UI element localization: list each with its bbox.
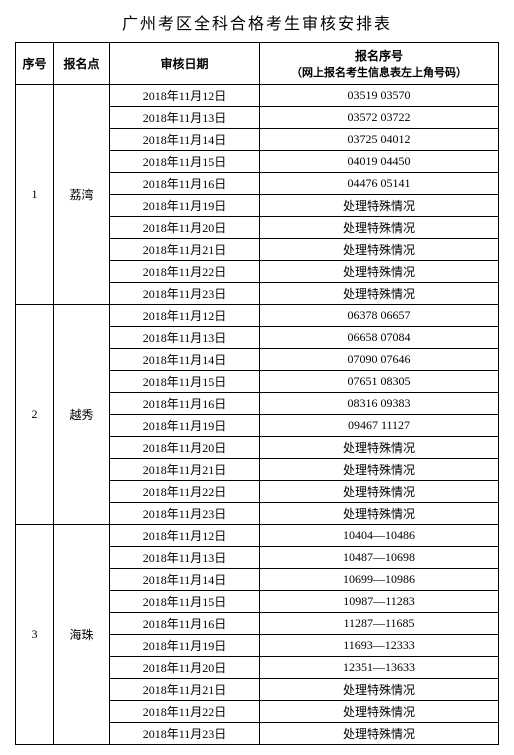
cell-number: 处理特殊情况	[260, 459, 499, 481]
cell-date: 2018年11月16日	[110, 173, 260, 195]
table-row: 3海珠2018年11月12日10404—10486	[16, 525, 499, 547]
cell-number: 09467 11127	[260, 415, 499, 437]
cell-number: 11693—12333	[260, 635, 499, 657]
header-number-sub: （网上报名考生信息表左上角号码）	[262, 64, 496, 80]
cell-number: 处理特殊情况	[260, 239, 499, 261]
cell-seq: 2	[16, 305, 54, 525]
cell-number: 03572 03722	[260, 107, 499, 129]
cell-number: 06658 07084	[260, 327, 499, 349]
header-date: 审核日期	[110, 43, 260, 85]
cell-date: 2018年11月13日	[110, 547, 260, 569]
cell-date: 2018年11月15日	[110, 371, 260, 393]
cell-number: 06378 06657	[260, 305, 499, 327]
cell-date: 2018年11月22日	[110, 701, 260, 723]
cell-date: 2018年11月23日	[110, 723, 260, 745]
cell-date: 2018年11月20日	[110, 657, 260, 679]
cell-date: 2018年11月12日	[110, 85, 260, 107]
cell-number: 07651 08305	[260, 371, 499, 393]
cell-number: 07090 07646	[260, 349, 499, 371]
header-seq: 序号	[16, 43, 54, 85]
table-row: 1荔湾2018年11月12日03519 03570	[16, 85, 499, 107]
cell-number: 04019 04450	[260, 151, 499, 173]
header-number-main: 报名序号	[262, 47, 496, 64]
cell-number: 11287—11685	[260, 613, 499, 635]
cell-number: 10987—11283	[260, 591, 499, 613]
cell-date: 2018年11月16日	[110, 613, 260, 635]
cell-number: 处理特殊情况	[260, 723, 499, 745]
cell-date: 2018年11月22日	[110, 481, 260, 503]
header-number: 报名序号 （网上报名考生信息表左上角号码）	[260, 43, 499, 85]
table-row: 2越秀2018年11月12日06378 06657	[16, 305, 499, 327]
cell-number: 处理特殊情况	[260, 701, 499, 723]
cell-number: 处理特殊情况	[260, 261, 499, 283]
cell-number: 04476 05141	[260, 173, 499, 195]
cell-date: 2018年11月14日	[110, 349, 260, 371]
cell-date: 2018年11月21日	[110, 239, 260, 261]
cell-date: 2018年11月14日	[110, 569, 260, 591]
cell-date: 2018年11月22日	[110, 261, 260, 283]
cell-number: 10487—10698	[260, 547, 499, 569]
header-location: 报名点	[54, 43, 110, 85]
cell-number: 10699—10986	[260, 569, 499, 591]
cell-number: 12351—13633	[260, 657, 499, 679]
cell-date: 2018年11月20日	[110, 437, 260, 459]
page-title: 广州考区全科合格考生审核安排表	[15, 10, 499, 34]
cell-location: 越秀	[54, 305, 110, 525]
cell-number: 处理特殊情况	[260, 217, 499, 239]
cell-date: 2018年11月13日	[110, 107, 260, 129]
cell-number: 10404—10486	[260, 525, 499, 547]
cell-number: 03725 04012	[260, 129, 499, 151]
cell-number: 08316 09383	[260, 393, 499, 415]
cell-number: 03519 03570	[260, 85, 499, 107]
cell-date: 2018年11月19日	[110, 195, 260, 217]
cell-date: 2018年11月15日	[110, 591, 260, 613]
cell-number: 处理特殊情况	[260, 437, 499, 459]
cell-date: 2018年11月12日	[110, 525, 260, 547]
cell-date: 2018年11月19日	[110, 635, 260, 657]
cell-seq: 1	[16, 85, 54, 305]
cell-date: 2018年11月12日	[110, 305, 260, 327]
cell-location: 海珠	[54, 525, 110, 745]
cell-date: 2018年11月19日	[110, 415, 260, 437]
cell-number: 处理特殊情况	[260, 503, 499, 525]
cell-date: 2018年11月16日	[110, 393, 260, 415]
cell-number: 处理特殊情况	[260, 283, 499, 305]
schedule-table: 序号 报名点 审核日期 报名序号 （网上报名考生信息表左上角号码） 1荔湾201…	[15, 42, 499, 745]
cell-seq: 3	[16, 525, 54, 745]
cell-date: 2018年11月15日	[110, 151, 260, 173]
cell-date: 2018年11月20日	[110, 217, 260, 239]
cell-date: 2018年11月23日	[110, 283, 260, 305]
cell-date: 2018年11月14日	[110, 129, 260, 151]
cell-date: 2018年11月21日	[110, 459, 260, 481]
cell-location: 荔湾	[54, 85, 110, 305]
cell-number: 处理特殊情况	[260, 195, 499, 217]
cell-number: 处理特殊情况	[260, 481, 499, 503]
cell-date: 2018年11月13日	[110, 327, 260, 349]
table-header-row: 序号 报名点 审核日期 报名序号 （网上报名考生信息表左上角号码）	[16, 43, 499, 85]
cell-date: 2018年11月23日	[110, 503, 260, 525]
